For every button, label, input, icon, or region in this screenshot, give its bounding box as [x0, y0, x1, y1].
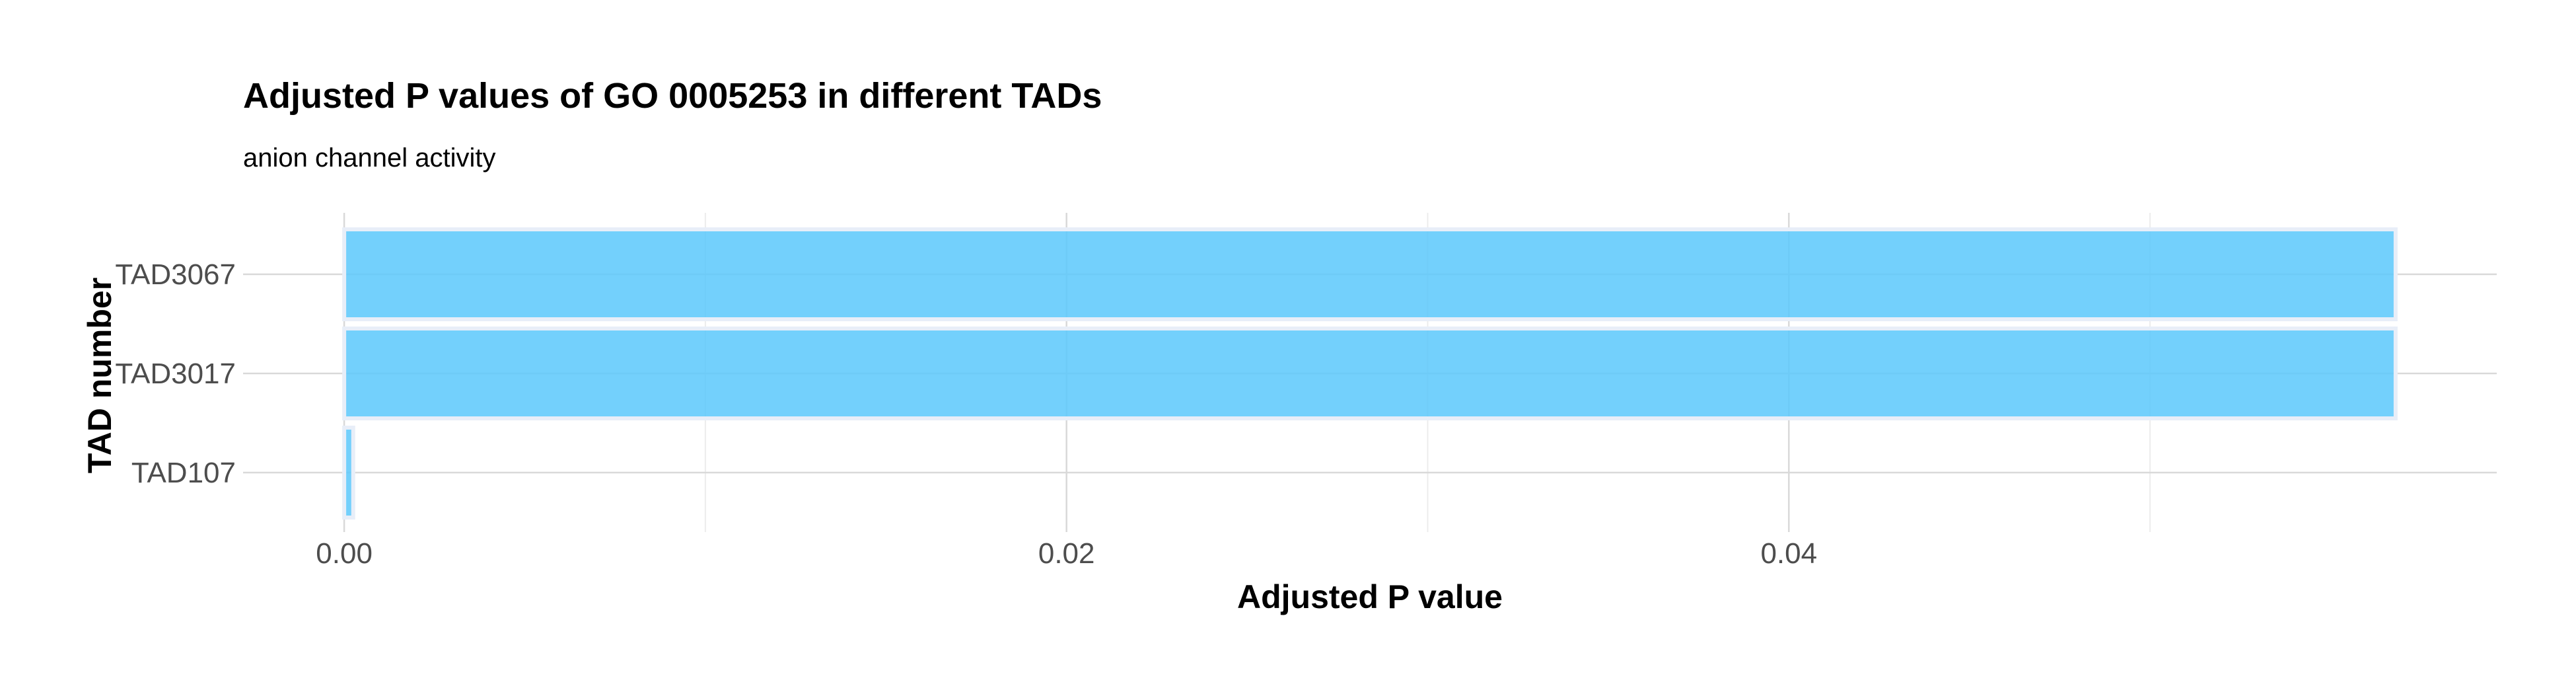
x-tick-labels: 0.00 0.02 0.04: [316, 537, 1817, 570]
y-tick-label: TAD3017: [115, 358, 236, 390]
chart-title: Adjusted P values of GO 0005253 in diffe…: [243, 76, 1102, 116]
bar-tad3017: [342, 327, 2398, 420]
y-tick-label: TAD107: [131, 457, 236, 489]
x-tick-label: 0.04: [1760, 537, 1817, 570]
y-tick-labels: TAD3067 TAD3017 TAD107: [115, 258, 236, 489]
bar-tad107: [342, 426, 355, 520]
x-axis-title: Adjusted P value: [1237, 578, 1503, 615]
chart-subtitle: anion channel activity: [243, 143, 495, 173]
y-tick-label: TAD3067: [115, 258, 236, 291]
bar-tad3067: [342, 227, 2398, 321]
x-tick-label: 0.00: [316, 537, 373, 570]
bars: [342, 227, 2398, 520]
x-tick-label: 0.02: [1038, 537, 1095, 570]
y-axis-title: TAD number: [81, 278, 118, 473]
